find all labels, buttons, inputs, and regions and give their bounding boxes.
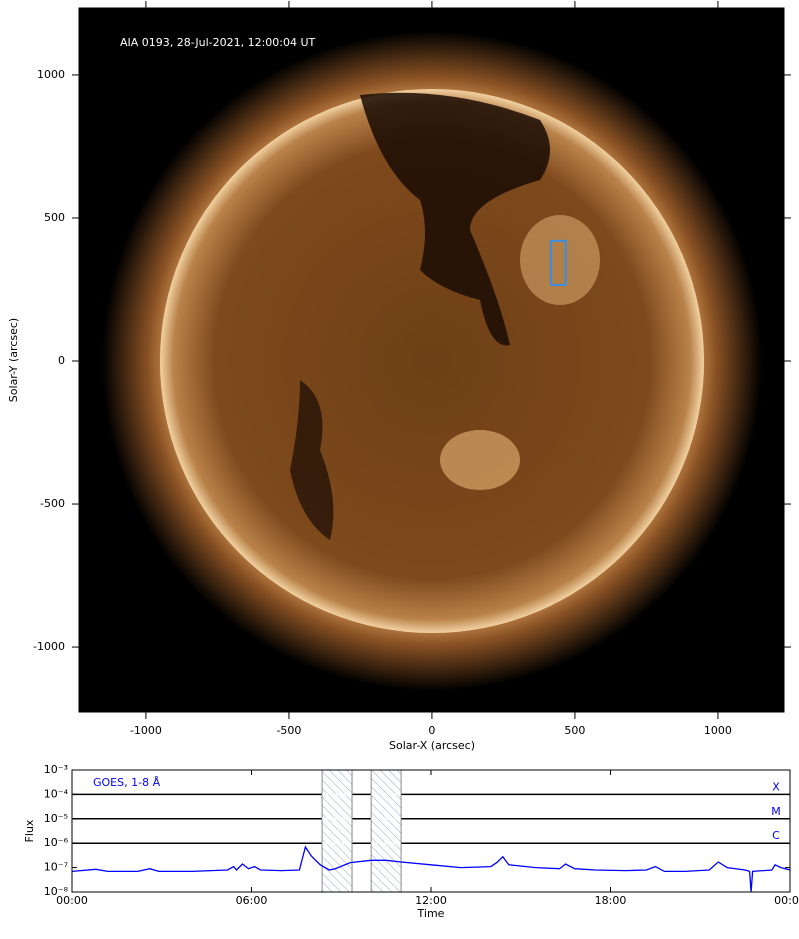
plot-background (72, 770, 790, 892)
x-tick-label: 0 (428, 724, 435, 737)
flare-class-label: X (772, 780, 780, 793)
x-tick-label: 12:00 (415, 894, 447, 907)
shaded-span-hatch (321, 769, 353, 893)
y-tick-label: 10⁻³ (44, 763, 68, 776)
flare-class-label: M (771, 805, 781, 818)
y-tick-label: -500 (40, 497, 65, 510)
image-annotation: AIA 0193, 28-Jul-2021, 12:00:04 UT (120, 36, 316, 49)
y-axis-label: Solar-Y (arcsec) (7, 318, 20, 402)
x-tick-label: 500 (564, 724, 585, 737)
x-tick-label: 06:00 (236, 894, 268, 907)
legend-entry: GOES, 1-8 Å (93, 776, 161, 789)
active-region (440, 430, 520, 490)
y-tick-label: 10⁻⁶ (44, 836, 69, 849)
x-tick-label: -1000 (130, 724, 162, 737)
x-tick-label: 1000 (704, 724, 732, 737)
y-tick-label: 0 (58, 354, 65, 367)
series-line (71, 845, 791, 893)
region-box (549, 239, 567, 286)
y-axis-label: Flux (23, 819, 36, 842)
y-tick-label: 10⁻⁸ (44, 885, 69, 898)
y-tick-label: 10⁻⁷ (44, 861, 68, 874)
x-tick-label: 00:00 (774, 894, 799, 907)
coronal-hole (290, 380, 334, 540)
x-axis-label: Solar-X (arcsec) (389, 739, 475, 752)
y-tick-label: 10⁻⁵ (44, 812, 68, 825)
y-tick-label: 500 (44, 211, 65, 224)
active-region (520, 215, 600, 305)
y-tick-label: 10⁻⁴ (44, 787, 69, 800)
flare-class-label: C (772, 829, 780, 842)
x-tick-label: -500 (276, 724, 301, 737)
x-tick-label: 18:00 (595, 894, 627, 907)
y-tick-label: 1000 (37, 68, 65, 81)
x-axis-label: Time (417, 907, 445, 920)
coronal-hole (360, 92, 550, 346)
shaded-span-hatch (370, 769, 402, 893)
x-tick-label: 00:00 (56, 894, 88, 907)
y-tick-label: -1000 (33, 640, 65, 653)
solar-image (79, 8, 784, 712)
